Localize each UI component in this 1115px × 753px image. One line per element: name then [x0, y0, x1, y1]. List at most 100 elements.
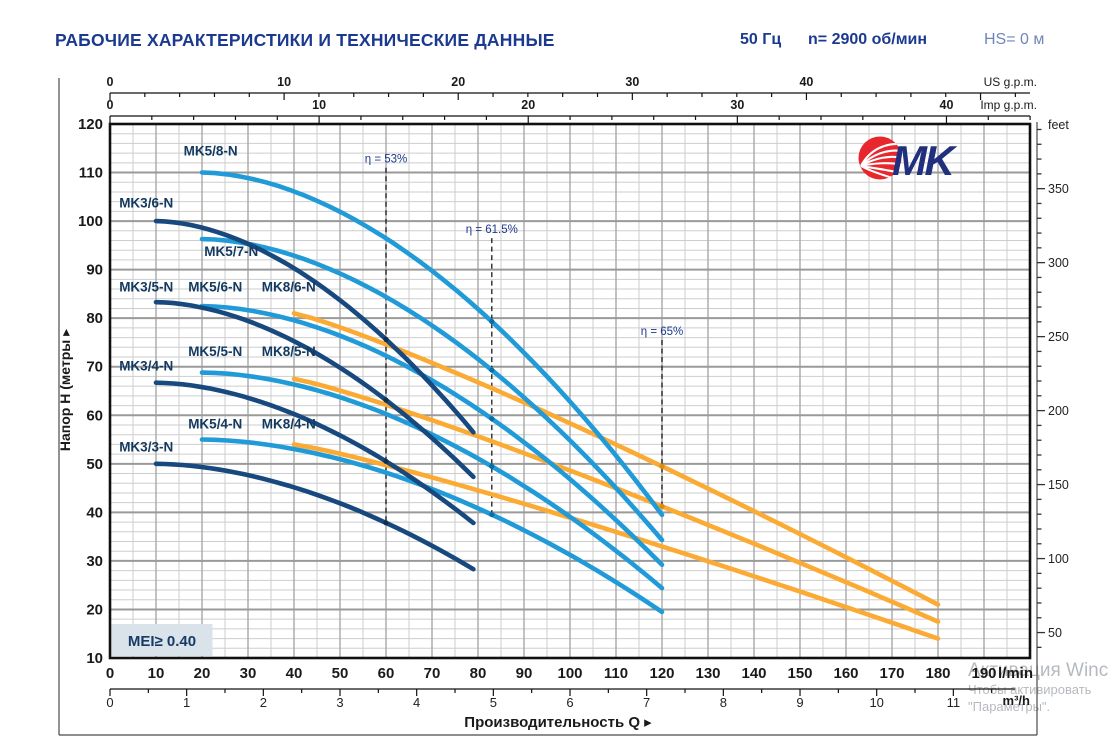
svg-text:US g.p.m.: US g.p.m.: [984, 75, 1037, 89]
plot-border: [108, 122, 1032, 660]
svg-text:90: 90: [516, 665, 533, 682]
svg-text:300: 300: [1048, 256, 1069, 270]
frequency-value: 50 Гц: [740, 31, 782, 48]
curve-MK5/7-N: [199, 236, 665, 543]
curve-label-MK5/4-N: MK5/4-N: [188, 416, 242, 431]
svg-text:90: 90: [86, 262, 103, 279]
curve-MK5/5-N: [199, 370, 665, 591]
svg-text:30: 30: [240, 665, 257, 682]
svg-text:70: 70: [424, 665, 441, 682]
curve-MK3/4-N: [153, 380, 476, 526]
svg-text:170: 170: [879, 665, 904, 682]
svg-text:4: 4: [413, 695, 420, 710]
svg-text:30: 30: [86, 553, 103, 570]
axis-feet: 50 100 150 200 250 300 350 feet: [1037, 118, 1069, 649]
page-title: РАБОЧИЕ ХАРАКТЕРИСТИКИ И ТЕХНИЧЕСКИЕ ДАН…: [55, 30, 555, 50]
x-axis-title: Производительность Q ▸: [464, 714, 652, 731]
efficiency-label: η = 61.5%: [466, 224, 518, 236]
svg-text:150: 150: [1048, 478, 1069, 492]
svg-text:120: 120: [78, 116, 103, 133]
curve-MK5/4-N: [199, 437, 665, 615]
curve-label-MK3/6-N: MK3/6-N: [119, 195, 173, 210]
svg-text:20: 20: [451, 75, 465, 89]
curve-label-MK5/8-N: MK5/8-N: [184, 144, 238, 159]
svg-text:40: 40: [940, 98, 954, 112]
svg-text:20: 20: [86, 601, 103, 618]
curve-label-MK5/7-N: MK5/7-N: [204, 244, 258, 259]
svg-text:5: 5: [490, 695, 497, 710]
svg-text:30: 30: [625, 75, 639, 89]
watermark-line-1: Активация Winc: [968, 660, 1109, 681]
svg-text:10: 10: [312, 98, 326, 112]
svg-text:80: 80: [470, 665, 487, 682]
svg-text:40: 40: [286, 665, 303, 682]
svg-text:3: 3: [336, 695, 343, 710]
curve-label-MK8/6-N: MK8/6-N: [262, 279, 316, 294]
svg-text:8: 8: [720, 695, 727, 710]
axis-lmin: 0 10 20 30 40 50 60 70 80 90 100 110 120 130 140 150 160…: [106, 665, 1033, 682]
axis-m3h: 0 1 2 3 4 5 6 7 8 9 10 11 m³/h: [106, 688, 1031, 710]
svg-text:1: 1: [183, 695, 190, 710]
svg-text:350: 350: [1048, 182, 1069, 196]
svg-text:0: 0: [107, 98, 114, 112]
watermark-line-3: "Параметры".: [968, 698, 1051, 714]
grid: [110, 124, 1030, 658]
pump-curves: [153, 170, 941, 641]
mk-logo: MK: [858, 136, 960, 184]
efficiency-label: η = 53%: [365, 154, 408, 166]
svg-text:Imp g.p.m.: Imp g.p.m.: [980, 98, 1037, 112]
curve-label-MK8/5-N: MK8/5-N: [262, 344, 316, 359]
svg-text:0: 0: [107, 75, 114, 89]
svg-text:120: 120: [649, 665, 674, 682]
svg-text:100: 100: [557, 665, 582, 682]
svg-text:110: 110: [604, 665, 628, 682]
svg-text:40: 40: [799, 75, 813, 89]
svg-text:250: 250: [1048, 330, 1069, 344]
svg-text:80: 80: [86, 310, 103, 327]
curve-label-MK5/6-N: MK5/6-N: [188, 279, 242, 294]
curve-MK3/3-N: [153, 461, 476, 572]
curve-MK8/6-N: [291, 310, 941, 607]
curve-label-MK3/5-N: MK3/5-N: [119, 279, 173, 294]
svg-text:7: 7: [643, 695, 650, 710]
svg-text:2: 2: [260, 695, 267, 710]
svg-text:9: 9: [796, 695, 803, 710]
logo-text: MK: [892, 137, 957, 184]
svg-text:100: 100: [78, 213, 103, 230]
svg-text:11: 11: [947, 695, 961, 710]
watermark-line-2: Чтобы активировать: [968, 682, 1092, 697]
lmin-unit: l/min: [998, 665, 1033, 682]
curve-labels: MK5/8-N MK3/6-N MK5/7-N MK3/5-N MK5/6-N MK8/6…: [119, 144, 316, 455]
curve-label-MK8/4-N: MK8/4-N: [262, 416, 316, 431]
svg-text:10: 10: [869, 695, 883, 710]
feet-axis-title: feet: [1048, 118, 1069, 132]
svg-text:40: 40: [86, 504, 103, 521]
curve-label-MK5/5-N: MK5/5-N: [188, 344, 242, 359]
svg-text:100: 100: [1048, 552, 1069, 566]
efficiency-label: η = 65%: [641, 326, 684, 338]
curve-MK5/6-N: [199, 303, 665, 568]
svg-text:10: 10: [86, 650, 103, 667]
svg-text:70: 70: [86, 359, 103, 376]
axis-imp-gpm: 0 10 20 30 40 Imp g.p.m.: [107, 98, 1037, 123]
svg-text:MEI≥ 0.40: MEI≥ 0.40: [128, 633, 196, 650]
axis-head-meters: 10 20 30 40 50 60 70 80 90 100 110 120 Напор H (метр…: [57, 116, 103, 667]
m3h-unit: m³/h: [1003, 693, 1031, 708]
svg-text:10: 10: [277, 75, 291, 89]
svg-text:60: 60: [378, 665, 395, 682]
curve-MK5/8-N: [199, 170, 665, 518]
svg-text:160: 160: [833, 665, 858, 682]
svg-text:0: 0: [106, 695, 113, 710]
svg-text:30: 30: [730, 98, 744, 112]
curve-MK3/6-N: [153, 218, 476, 435]
svg-text:20: 20: [194, 665, 211, 682]
svg-text:110: 110: [79, 165, 103, 182]
svg-text:130: 130: [695, 665, 720, 682]
svg-text:200: 200: [1048, 404, 1069, 418]
svg-text:50: 50: [1048, 626, 1062, 640]
efficiency-markers: η = 53% η = 61.5% η = 65%: [365, 154, 684, 526]
axis-us-gpm: 0 10 20 30 40 US g.p.m.: [107, 75, 1037, 100]
svg-text:190: 190: [971, 665, 996, 682]
